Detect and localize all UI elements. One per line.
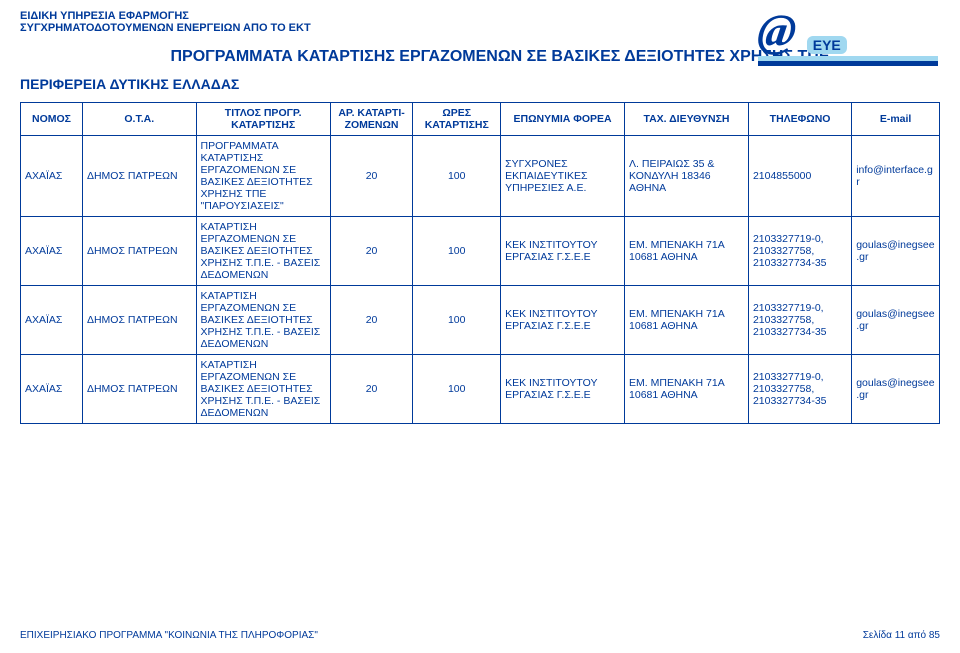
cell-addr: Λ. ΠΕΙΡΑΙΩΣ 35 & ΚΟΝΔΥΛΗ 18346 ΑΘΗΝΑ xyxy=(625,136,749,217)
cell-tel: 2103327719-0, 2103327758, 2103327734-35 xyxy=(748,286,851,355)
programs-table: ΝΟΜΟΣ Ο.Τ.Α. ΤΙΤΛΟΣ ΠΡΟΓΡ. ΚΑΤΑΡΤΙΣΗΣ ΑΡ… xyxy=(20,102,940,424)
cell-forea: ΚΕΚ ΙΝΣΤΙΤΟΥΤΟΥ ΕΡΓΑΣΙΑΣ Γ.Σ.Ε.Ε xyxy=(501,286,625,355)
cell-addr: ΕΜ. ΜΠΕΝΑΚΗ 71Α 10681 ΑΘΗΝΑ xyxy=(625,286,749,355)
col-header-forea: ΕΠΩΝΥΜΙΑ ΦΟΡΕΑ xyxy=(501,103,625,136)
table-body: ΑΧΑΪΑΣ ΔΗΜΟΣ ΠΑΤΡΕΩΝ ΠΡΟΓΡΑΜΜΑΤΑ ΚΑΤΑΡΤΙ… xyxy=(21,136,940,424)
cell-addr: ΕΜ. ΜΠΕΝΑΚΗ 71Α 10681 ΑΘΗΝΑ xyxy=(625,217,749,286)
cell-nomos: ΑΧΑΪΑΣ xyxy=(21,355,83,424)
cell-tel: 2104855000 xyxy=(748,136,851,217)
header-logo: @ ΕΥΕ xyxy=(758,8,938,66)
cell-forea: ΚΕΚ ΙΝΣΤΙΤΟΥΤΟΥ ΕΡΓΑΣΙΑΣ Γ.Σ.Ε.Ε xyxy=(501,217,625,286)
cell-tel: 2103327719-0, 2103327758, 2103327734-35 xyxy=(748,355,851,424)
table-header-row: ΝΟΜΟΣ Ο.Τ.Α. ΤΙΤΛΟΣ ΠΡΟΓΡ. ΚΑΤΑΡΤΙΣΗΣ ΑΡ… xyxy=(21,103,940,136)
col-header-title: ΤΙΤΛΟΣ ΠΡΟΓΡ. ΚΑΤΑΡΤΙΣΗΣ xyxy=(196,103,330,136)
cell-ota: ΔΗΜΟΣ ΠΑΤΡΕΩΝ xyxy=(82,136,196,217)
table-row: ΑΧΑΪΑΣ ΔΗΜΟΣ ΠΑΤΡΕΩΝ ΠΡΟΓΡΑΜΜΑΤΑ ΚΑΤΑΡΤΙ… xyxy=(21,136,940,217)
col-header-ota: Ο.Τ.Α. xyxy=(82,103,196,136)
cell-ota: ΔΗΜΟΣ ΠΑΤΡΕΩΝ xyxy=(82,217,196,286)
logo-color-bar xyxy=(758,56,938,66)
cell-tel: 2103327719-0, 2103327758, 2103327734-35 xyxy=(748,217,851,286)
col-header-nomos: ΝΟΜΟΣ xyxy=(21,103,83,136)
table-row: ΑΧΑΪΑΣ ΔΗΜΟΣ ΠΑΤΡΕΩΝ ΚΑΤΑΡΤΙΣΗ ΕΡΓΑΖΟΜΕΝ… xyxy=(21,217,940,286)
cell-nomos: ΑΧΑΪΑΣ xyxy=(21,217,83,286)
cell-ota: ΔΗΜΟΣ ΠΑΤΡΕΩΝ xyxy=(82,355,196,424)
cell-title: ΚΑΤΑΡΤΙΣΗ ΕΡΓΑΖΟΜΕΝΩΝ ΣΕ ΒΑΣΙΚΕΣ ΔΕΞΙΟΤΗ… xyxy=(196,217,330,286)
cell-ores: 100 xyxy=(413,136,501,217)
cell-ores: 100 xyxy=(413,217,501,286)
cell-ota: ΔΗΜΟΣ ΠΑΤΡΕΩΝ xyxy=(82,286,196,355)
cell-email: goulas@inegsee.gr xyxy=(852,286,940,355)
col-header-tel: ΤΗΛΕΦΩΝΟ xyxy=(748,103,851,136)
cell-nomos: ΑΧΑΪΑΣ xyxy=(21,136,83,217)
cell-email: info@interface.gr xyxy=(852,136,940,217)
cell-title: ΚΑΤΑΡΤΙΣΗ ΕΡΓΑΖΟΜΕΝΩΝ ΣΕ ΒΑΣΙΚΕΣ ΔΕΞΙΟΤΗ… xyxy=(196,355,330,424)
logo-eye-box: ΕΥΕ xyxy=(807,36,847,54)
cell-title: ΚΑΤΑΡΤΙΣΗ ΕΡΓΑΖΟΜΕΝΩΝ ΣΕ ΒΑΣΙΚΕΣ ΔΕΞΙΟΤΗ… xyxy=(196,286,330,355)
footer-right: Σελίδα 11 από 85 xyxy=(863,630,940,641)
cell-ores: 100 xyxy=(413,355,501,424)
cell-ar: 20 xyxy=(330,217,413,286)
cell-ar: 20 xyxy=(330,355,413,424)
col-header-email: E-mail xyxy=(852,103,940,136)
table-head: ΝΟΜΟΣ Ο.Τ.Α. ΤΙΤΛΟΣ ΠΡΟΓΡ. ΚΑΤΑΡΤΙΣΗΣ ΑΡ… xyxy=(21,103,940,136)
cell-addr: ΕΜ. ΜΠΕΝΑΚΗ 71Α 10681 ΑΘΗΝΑ xyxy=(625,355,749,424)
cell-nomos: ΑΧΑΪΑΣ xyxy=(21,286,83,355)
col-header-addr: ΤΑΧ. ΔΙΕΥΘΥΝΣΗ xyxy=(625,103,749,136)
cell-ar: 20 xyxy=(330,286,413,355)
cell-email: goulas@inegsee.gr xyxy=(852,217,940,286)
cell-ar: 20 xyxy=(330,136,413,217)
footer-left: ΕΠΙΧΕΙΡΗΣΙΑΚΟ ΠΡΟΓΡΑΜΜΑ "ΚΟΙΝΩΝΙΑ ΤΗΣ ΠΛ… xyxy=(20,630,318,641)
cell-title: ΠΡΟΓΡΑΜΜΑΤΑ ΚΑΤΑΡΤΙΣΗΣ ΕΡΓΑΖΟΜΕΝΩΝ ΣΕ ΒΑ… xyxy=(196,136,330,217)
logo-eye-text: ΕΥΕ xyxy=(813,38,841,52)
cell-email: goulas@inegsee.gr xyxy=(852,355,940,424)
col-header-ores: ΩΡΕΣ ΚΑΤΑΡΤΙΣΗΣ xyxy=(413,103,501,136)
region-title: ΠΕΡΙΦΕΡΕΙΑ ΔΥΤΙΚΗΣ ΕΛΛΑΔΑΣ xyxy=(20,76,940,92)
page: @ ΕΥΕ ΕΙΔΙΚΗ ΥΠΗΡΕΣΙΑ ΕΦΑΡΜΟΓΗΣ ΣΥΓΧΡΗΜΑ… xyxy=(0,0,960,653)
cell-forea: ΚΕΚ ΙΝΣΤΙΤΟΥΤΟΥ ΕΡΓΑΣΙΑΣ Γ.Σ.Ε.Ε xyxy=(501,355,625,424)
table-row: ΑΧΑΪΑΣ ΔΗΜΟΣ ΠΑΤΡΕΩΝ ΚΑΤΑΡΤΙΣΗ ΕΡΓΑΖΟΜΕΝ… xyxy=(21,355,940,424)
page-footer: ΕΠΙΧΕΙΡΗΣΙΑΚΟ ΠΡΟΓΡΑΜΜΑ "ΚΟΙΝΩΝΙΑ ΤΗΣ ΠΛ… xyxy=(20,630,940,641)
cell-forea: ΣΥΓΧΡΟΝΕΣ ΕΚΠΑΙΔΕΥΤΙΚΕΣ ΥΠΗΡΕΣΙΕΣ Α.Ε. xyxy=(501,136,625,217)
table-row: ΑΧΑΪΑΣ ΔΗΜΟΣ ΠΑΤΡΕΩΝ ΚΑΤΑΡΤΙΣΗ ΕΡΓΑΖΟΜΕΝ… xyxy=(21,286,940,355)
logo-at-symbol: @ xyxy=(756,8,799,54)
col-header-ar: ΑΡ. ΚΑΤΑΡΤΙ- ΖΟΜΕΝΩΝ xyxy=(330,103,413,136)
cell-ores: 100 xyxy=(413,286,501,355)
